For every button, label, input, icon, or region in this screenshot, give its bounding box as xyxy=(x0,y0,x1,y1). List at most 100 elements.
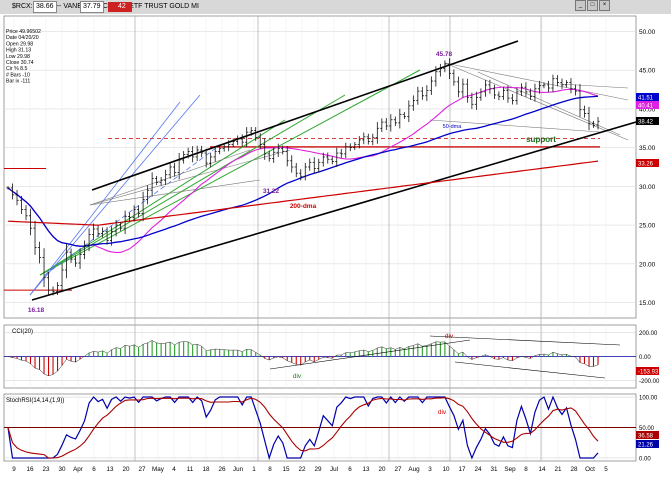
price-bar xyxy=(497,91,501,101)
price-bar xyxy=(195,145,199,162)
x-axis-label: 26 xyxy=(218,466,226,473)
x-axis-label: 11 xyxy=(187,466,194,473)
cci-div-label-green: div xyxy=(293,373,302,380)
price-bar xyxy=(123,210,127,235)
price-bar xyxy=(533,83,537,102)
price-bar xyxy=(55,282,60,295)
info-line: Bar ix -111 xyxy=(6,79,30,85)
price-bar xyxy=(317,158,321,173)
header-box-2: 37.79 xyxy=(80,1,104,13)
x-axis-label: 20 xyxy=(122,466,130,473)
annotation-200dma: 200-dma xyxy=(290,203,317,210)
annotation-high: 45.78 xyxy=(436,51,453,58)
price-bar xyxy=(375,122,379,144)
price-bar xyxy=(272,147,276,163)
x-axis-label: 20 xyxy=(378,466,386,473)
cci-y-tick: 0.00 xyxy=(639,355,651,361)
cci-trend-line xyxy=(454,361,606,379)
annotation-50dma: 50-dma xyxy=(443,124,463,130)
x-axis-label: Apr xyxy=(73,466,83,473)
price-bar xyxy=(15,189,19,206)
minimize-button[interactable]: _ xyxy=(575,0,586,11)
price-bar xyxy=(398,108,402,129)
x-axis-label: Jun xyxy=(233,466,244,473)
price-bar xyxy=(218,145,222,155)
price-panel xyxy=(3,15,637,319)
price-bar xyxy=(46,272,51,296)
price-bar xyxy=(420,87,424,100)
price-bar xyxy=(37,241,42,264)
price-bar xyxy=(33,220,37,255)
x-axis-label: May xyxy=(152,466,165,473)
price-bar xyxy=(213,146,217,162)
stoch-value-flag-bg xyxy=(636,431,659,439)
price-bar xyxy=(281,145,285,155)
price-bar xyxy=(371,133,375,146)
stoch-value-flag: 36.58 xyxy=(638,434,654,440)
price-bar xyxy=(429,76,433,95)
stoch-y-tick: 50.00 xyxy=(639,426,655,432)
price-bar xyxy=(501,87,506,100)
cci-trend-line xyxy=(429,335,621,346)
x-axis-label: 14 xyxy=(538,466,546,473)
ma50-line xyxy=(7,95,599,247)
header-box-1: 38.66 xyxy=(33,1,57,13)
price-bar xyxy=(60,263,64,293)
x-axis-label: 4 xyxy=(172,466,176,473)
price-bar xyxy=(483,80,488,97)
price-bar xyxy=(159,176,163,186)
cci-outline xyxy=(7,340,599,377)
fan-line xyxy=(39,119,286,276)
price-y-tick: 30.00 xyxy=(639,184,656,191)
price-bar xyxy=(294,163,298,178)
cci-div-label-red: div xyxy=(445,333,454,340)
cci-title: CCI(20) xyxy=(12,329,33,335)
stoch-div-label: div xyxy=(438,409,447,416)
price-bar xyxy=(245,127,249,148)
price-y-tick: 45.00 xyxy=(639,68,656,75)
cci-y-tick: -200.00 xyxy=(639,379,660,385)
x-axis-label: 8 xyxy=(268,466,272,473)
x-axis-label: 18 xyxy=(202,466,210,473)
price-y-tick: 15.00 xyxy=(639,300,656,307)
x-axis-label: 8 xyxy=(524,466,528,473)
info-line: Open 29.98 xyxy=(6,41,33,47)
price-value-flag-bg xyxy=(636,93,659,101)
price-bar xyxy=(191,146,195,163)
x-axis-label: 24 xyxy=(474,466,482,473)
x-axis-label: 1 xyxy=(252,466,256,473)
channel-upper xyxy=(91,40,519,191)
info-line: Price 49.96502 xyxy=(6,29,41,35)
price-value-flag-bg xyxy=(636,117,659,125)
price-bar xyxy=(416,86,420,105)
stoch-y-tick: 0.00 xyxy=(639,456,651,462)
close-button[interactable]: × xyxy=(599,0,610,11)
x-axis-label: 30 xyxy=(58,466,66,473)
price-bar xyxy=(177,152,181,180)
price-bar xyxy=(542,82,546,89)
maximize-button[interactable]: □ xyxy=(587,0,598,11)
x-axis-label: 23 xyxy=(42,466,50,473)
price-bar xyxy=(249,126,253,136)
price-bar xyxy=(73,255,78,267)
price-bar xyxy=(186,147,190,159)
price-bar xyxy=(240,134,244,148)
price-bar xyxy=(263,138,267,160)
price-bar xyxy=(200,145,204,158)
annotation-support: support xyxy=(526,135,556,144)
x-axis-label: 28 xyxy=(570,466,578,473)
price-bar xyxy=(564,80,569,88)
x-axis-label: 13 xyxy=(106,466,114,473)
stochrsi-line xyxy=(7,395,599,461)
price-bar xyxy=(312,157,316,174)
price-bar xyxy=(276,143,280,158)
price-bar xyxy=(524,82,528,97)
info-line: Low 29.98 xyxy=(6,54,30,60)
ma200-line xyxy=(7,160,599,226)
price-bar xyxy=(344,142,348,159)
price-bar xyxy=(137,205,141,218)
price-y-tick: 40.00 xyxy=(639,106,656,113)
price-bar xyxy=(573,84,578,96)
price-bar xyxy=(227,140,231,152)
